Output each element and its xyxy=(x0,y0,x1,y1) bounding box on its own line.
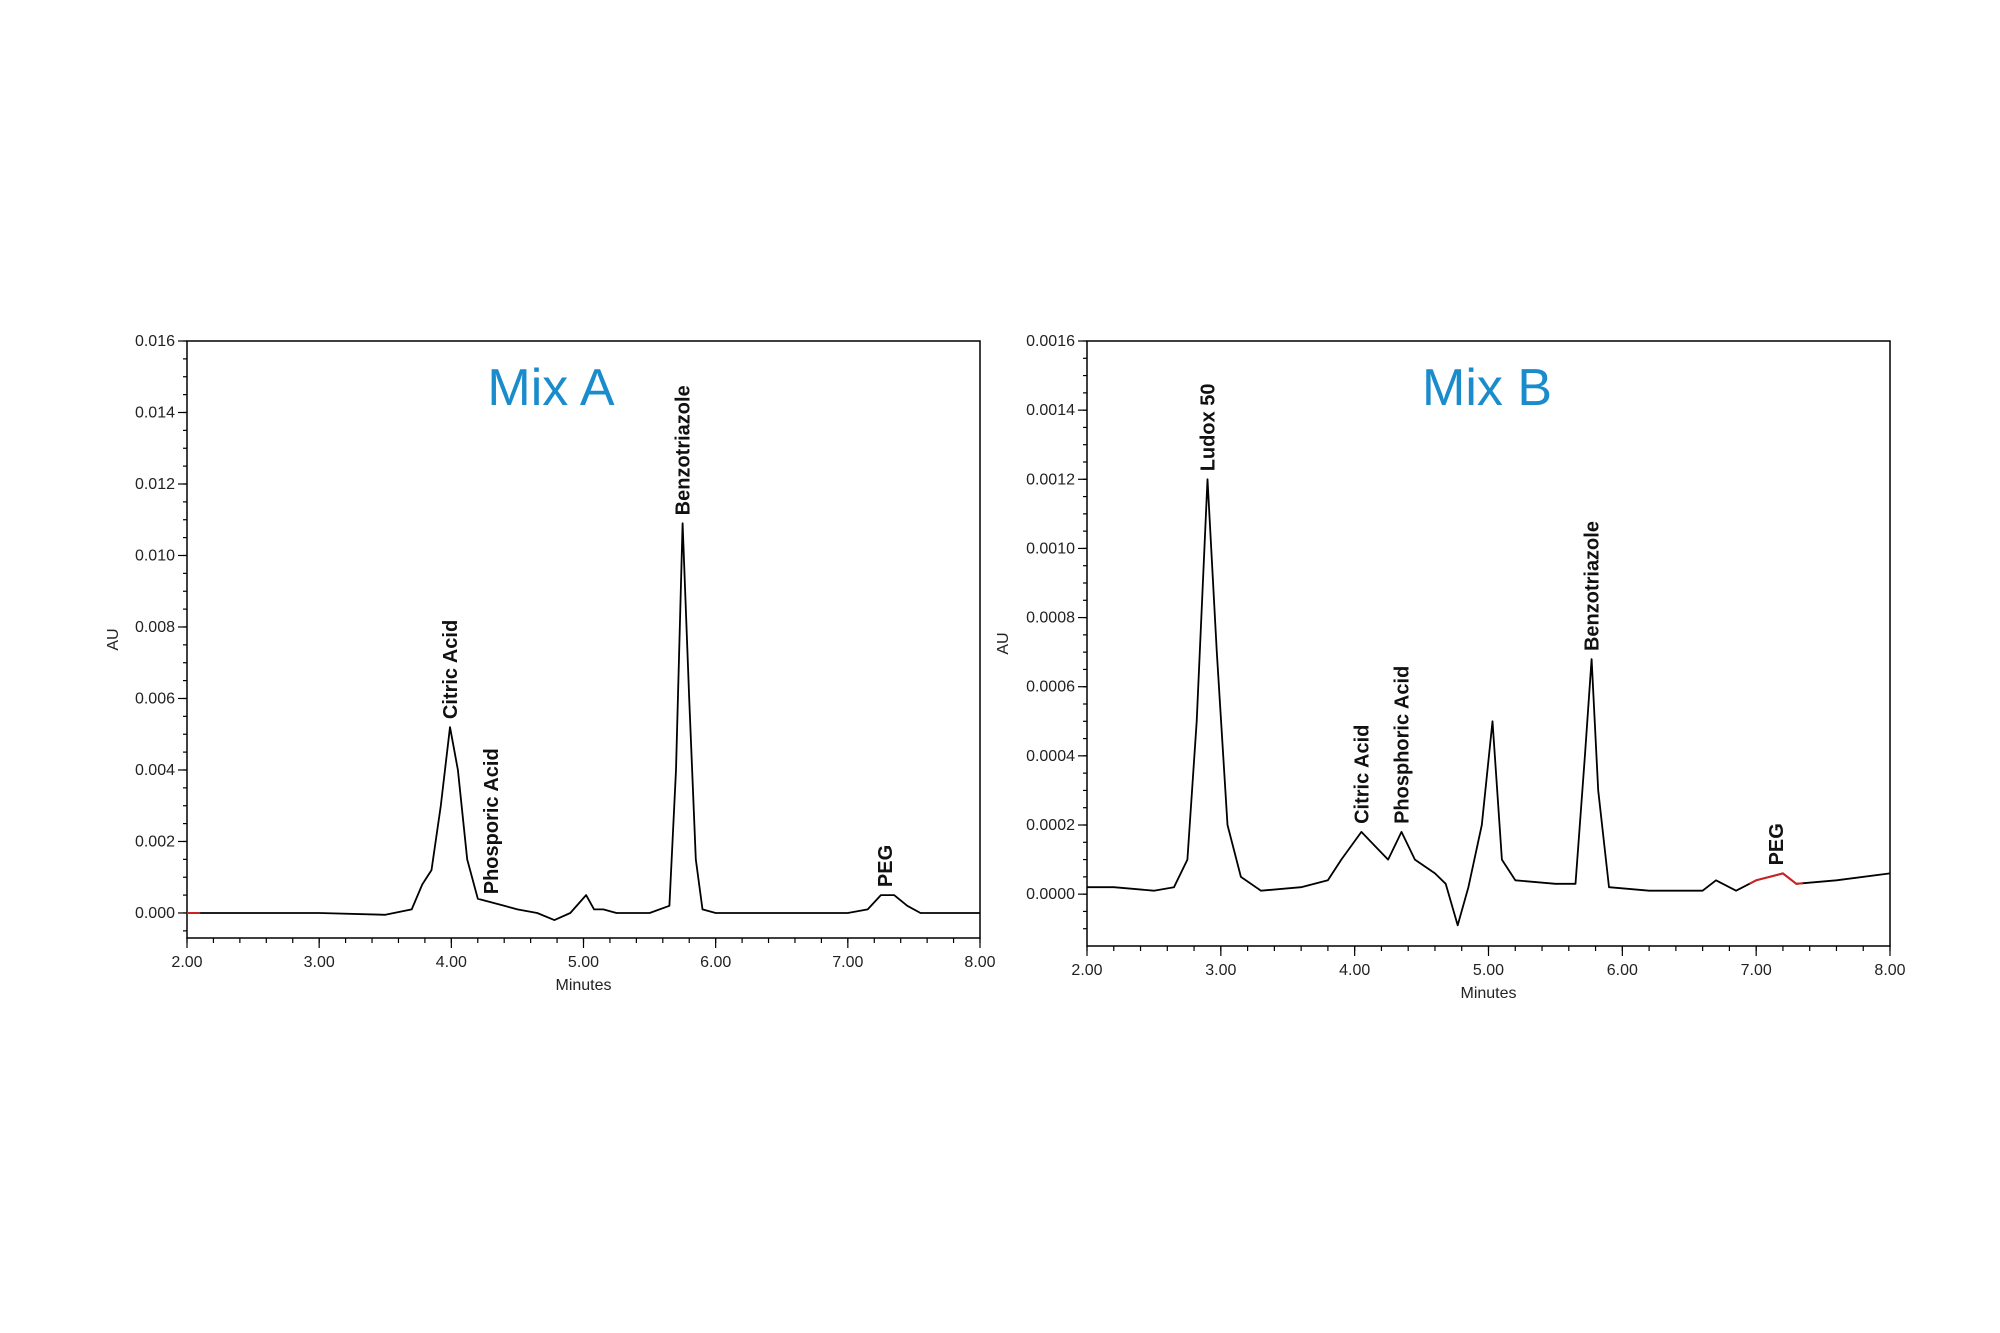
x-tick-label: 7.00 xyxy=(832,954,863,971)
peak-label: PEG xyxy=(1766,823,1788,865)
chromatogram-trace xyxy=(187,522,980,921)
x-tick-label: 8.00 xyxy=(964,954,995,971)
peak-label: Phosporic Acid xyxy=(481,748,503,894)
y-tick-label: 0.006 xyxy=(135,690,175,707)
x-tick-label: 6.00 xyxy=(1607,962,1638,979)
x-tick-label: 4.00 xyxy=(1339,962,1370,979)
peak-label: Phosphoric Acid xyxy=(1392,666,1414,824)
chart-title: Mix A xyxy=(487,359,614,417)
x-tick-label: 3.00 xyxy=(1205,962,1236,979)
x-axis-title: Minutes xyxy=(555,977,611,994)
y-tick-label: 0.0016 xyxy=(1026,333,1075,350)
y-axis-title: AU xyxy=(995,632,1012,654)
x-tick-label: 6.00 xyxy=(700,954,731,971)
chart-mix-a: 0.000 0.002 0.004 0.006 0.008 0.010 0.012 0.014… xyxy=(105,333,996,994)
x-tick-label: 2.00 xyxy=(1071,962,1102,979)
chart-mix-b: 0.0000 0.0002 0.0004 0.0006 0.0008 0.0010 0.00… xyxy=(995,333,1906,1002)
y-tick-label: 0.000 xyxy=(135,905,175,922)
x-tick-label: 8.00 xyxy=(1874,962,1905,979)
x-tick-label: 3.00 xyxy=(304,954,335,971)
y-tick-label: 0.0000 xyxy=(1026,886,1075,903)
y-tick-label: 0.0010 xyxy=(1026,540,1075,557)
y-tick-label: 0.012 xyxy=(135,476,175,493)
x-tick-label: 4.00 xyxy=(436,954,467,971)
x-tick-label: 5.00 xyxy=(568,954,599,971)
y-tick-label: 0.016 xyxy=(135,333,175,350)
y-tick-label: 0.0004 xyxy=(1026,748,1075,765)
y-tick-label: 0.0008 xyxy=(1026,610,1075,627)
peg-highlight-trace xyxy=(1749,872,1804,885)
y-tick-label: 0.0006 xyxy=(1026,679,1075,696)
peak-label: Citric Acid xyxy=(440,620,462,719)
x-tick-label: 7.00 xyxy=(1741,962,1772,979)
peak-label: PEG xyxy=(875,845,897,887)
y-tick-label: 0.002 xyxy=(135,833,175,850)
x-tick-label: 5.00 xyxy=(1473,962,1504,979)
y-tick-label: 0.010 xyxy=(135,547,175,564)
y-tick-label: 0.0014 xyxy=(1026,402,1075,419)
peak-label: Ludox 50 xyxy=(1197,383,1219,471)
x-tick-label: 2.00 xyxy=(171,954,202,971)
peak-label: Benzotriazole xyxy=(1582,521,1604,651)
peak-label: Benzotriazole xyxy=(673,385,695,515)
y-tick-label: 0.0012 xyxy=(1026,471,1075,488)
chromatogram-trace xyxy=(1087,478,1891,927)
y-tick-label: 0.008 xyxy=(135,619,175,636)
chart-title: Mix B xyxy=(1422,359,1552,417)
y-tick-label: 0.004 xyxy=(135,762,175,779)
y-tick-label: 0.014 xyxy=(135,404,175,421)
plot-frame xyxy=(186,340,981,939)
peak-label: Citric Acid xyxy=(1351,725,1373,824)
y-tick-label: 0.0002 xyxy=(1026,817,1075,834)
y-axis-title: AU xyxy=(105,628,122,650)
x-axis-title: Minutes xyxy=(1460,985,1516,1002)
